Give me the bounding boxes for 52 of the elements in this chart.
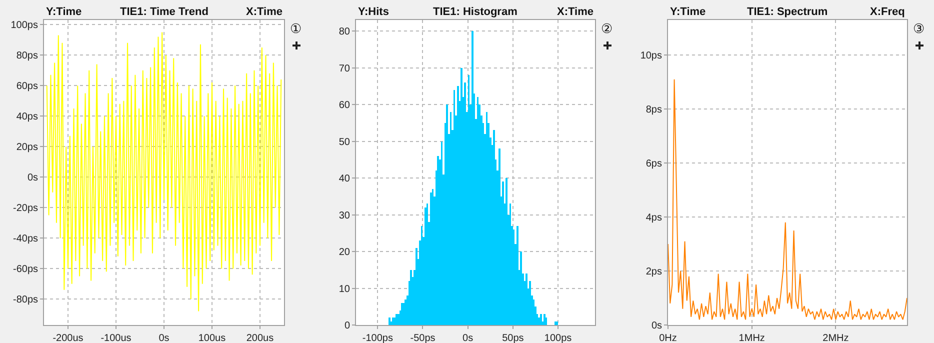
y-tick-label: 20 <box>338 247 350 258</box>
y-tick-label: 6ps <box>646 158 662 170</box>
y-tick-label: 0 <box>344 320 350 332</box>
y-tick-label: 70 <box>338 63 350 74</box>
line-series <box>46 32 282 312</box>
y-tick-label: 0s <box>651 320 662 332</box>
text: ① <box>290 22 302 37</box>
y-tick-label: 0s <box>27 172 38 184</box>
x-tick-label: 50ps <box>502 333 524 343</box>
y-tick-label: 8ps <box>646 104 662 116</box>
x-axis-title: X:Time <box>246 6 282 18</box>
chart-title: TIE1: Spectrum <box>747 6 828 18</box>
x-tick-label: -200us <box>52 333 84 343</box>
x-tick-label: 100ps <box>544 333 572 343</box>
y-tick-label: 40 <box>338 174 350 185</box>
x-tick-label: 0s <box>158 333 170 343</box>
x-tick-label: 0Hz <box>659 333 677 343</box>
text: ③ <box>913 22 925 37</box>
x-tick-label: -100us <box>100 333 132 343</box>
x-tick-label: 0s <box>462 333 474 343</box>
y-tick-label: 2ps <box>646 266 662 278</box>
y-tick-label: 20ps <box>16 142 38 154</box>
x-tick-label: 200us <box>246 333 274 343</box>
y-tick-label: 40ps <box>16 112 38 123</box>
chart-title: TIE1: Time Trend <box>120 6 208 18</box>
y-tick-label: -40ps <box>12 234 38 245</box>
y-tick-label: 100ps <box>10 20 38 32</box>
y-tick-label: -80ps <box>12 294 38 306</box>
y-tick-label: 4ps <box>646 212 662 224</box>
x-tick-label: 100us <box>198 333 226 343</box>
y-axis-title: Y:Time <box>670 6 706 18</box>
chart-title: TIE1: Histogram <box>433 6 518 18</box>
x-tick-label: -50ps <box>410 333 436 343</box>
y-tick-label: -20ps <box>12 203 38 214</box>
y-tick-label: 30 <box>338 210 350 222</box>
y-tick-label: 60 <box>338 100 350 112</box>
x-axis-title: X:Freq <box>870 6 905 18</box>
y-tick-label: 10ps <box>640 50 662 62</box>
y-tick-label: 10 <box>338 284 350 295</box>
x-tick-label: 1MHz <box>738 333 765 343</box>
text: ② <box>601 22 613 37</box>
y-axis-title: Y:Hits <box>358 6 389 18</box>
y-tick-label: 50 <box>338 136 350 148</box>
x-axis-title: X:Time <box>557 6 594 18</box>
y-tick-label: 80 <box>338 26 350 38</box>
x-tick-label: -100ps <box>362 333 393 343</box>
line-series <box>668 78 907 320</box>
y-axis-title: Y:Time <box>46 6 82 18</box>
y-tick-label: -60ps <box>12 264 38 276</box>
y-tick-label: 80ps <box>16 50 38 62</box>
x-tick-label: 2MHz <box>822 333 849 343</box>
y-tick-label: 60ps <box>16 81 38 92</box>
